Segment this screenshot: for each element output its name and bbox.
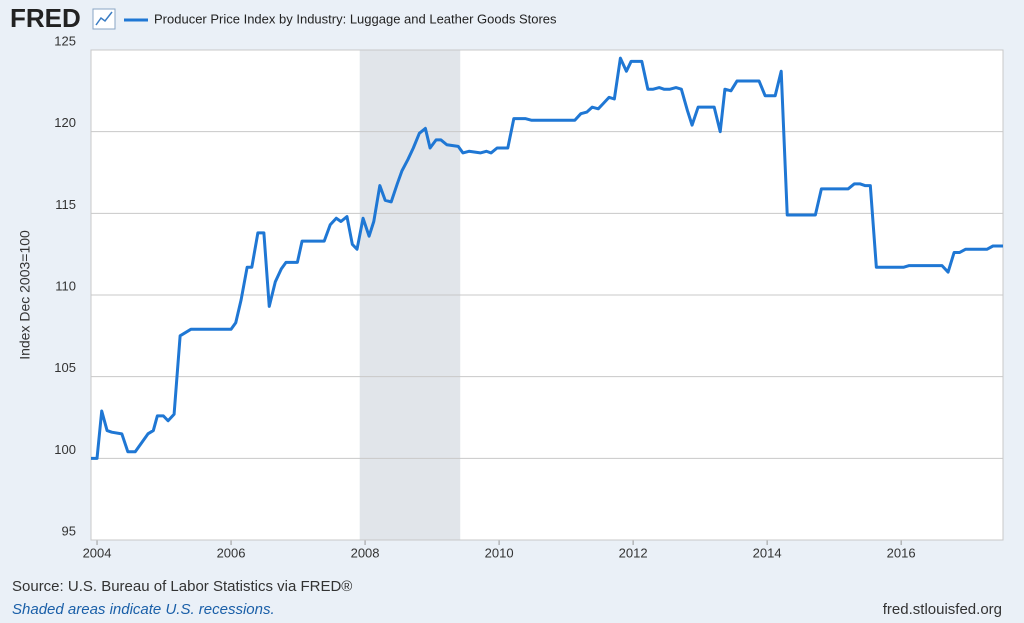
legend-label: Producer Price Index by Industry: Luggag… [154, 11, 557, 26]
logo-icon [92, 8, 116, 30]
x-tick-label: 2004 [83, 545, 112, 560]
y-tick-label: 105 [54, 360, 76, 375]
x-tick-label: 2006 [217, 545, 246, 560]
y-tick-label: 95 [62, 523, 76, 538]
x-tick-label: 2010 [485, 545, 514, 560]
note: Shaded areas indicate U.S. recessions. [12, 601, 275, 618]
x-tick-label: 2016 [887, 545, 916, 560]
x-tick-label: 2008 [351, 545, 380, 560]
source: Source: U.S. Bureau of Labor Statistics … [12, 578, 352, 595]
x-tick-label: 2014 [753, 545, 782, 560]
y-tick-label: 115 [55, 197, 76, 212]
y-tick-label: 120 [54, 115, 76, 130]
x-tick-label: 2012 [619, 545, 648, 560]
url: fred.stlouisfed.org [883, 601, 1002, 618]
data-line [91, 56, 1003, 460]
y-axis-label: Index Dec 2003=100 [17, 230, 33, 360]
logo: FRED [10, 3, 81, 33]
plot-border [90, 49, 1004, 541]
y-tick-label: 100 [54, 442, 76, 457]
y-tick-label: 110 [55, 278, 76, 293]
y-tick-label: 125 [54, 33, 76, 48]
